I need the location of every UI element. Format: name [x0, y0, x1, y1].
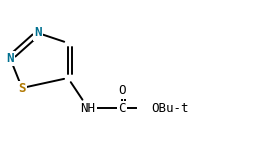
Text: OBu-t: OBu-t	[151, 102, 189, 115]
Text: N: N	[6, 51, 14, 64]
Text: O: O	[118, 84, 126, 97]
Text: N: N	[34, 27, 42, 40]
Text: NH: NH	[80, 102, 96, 115]
Text: C: C	[118, 102, 126, 115]
Text: S: S	[18, 82, 26, 95]
